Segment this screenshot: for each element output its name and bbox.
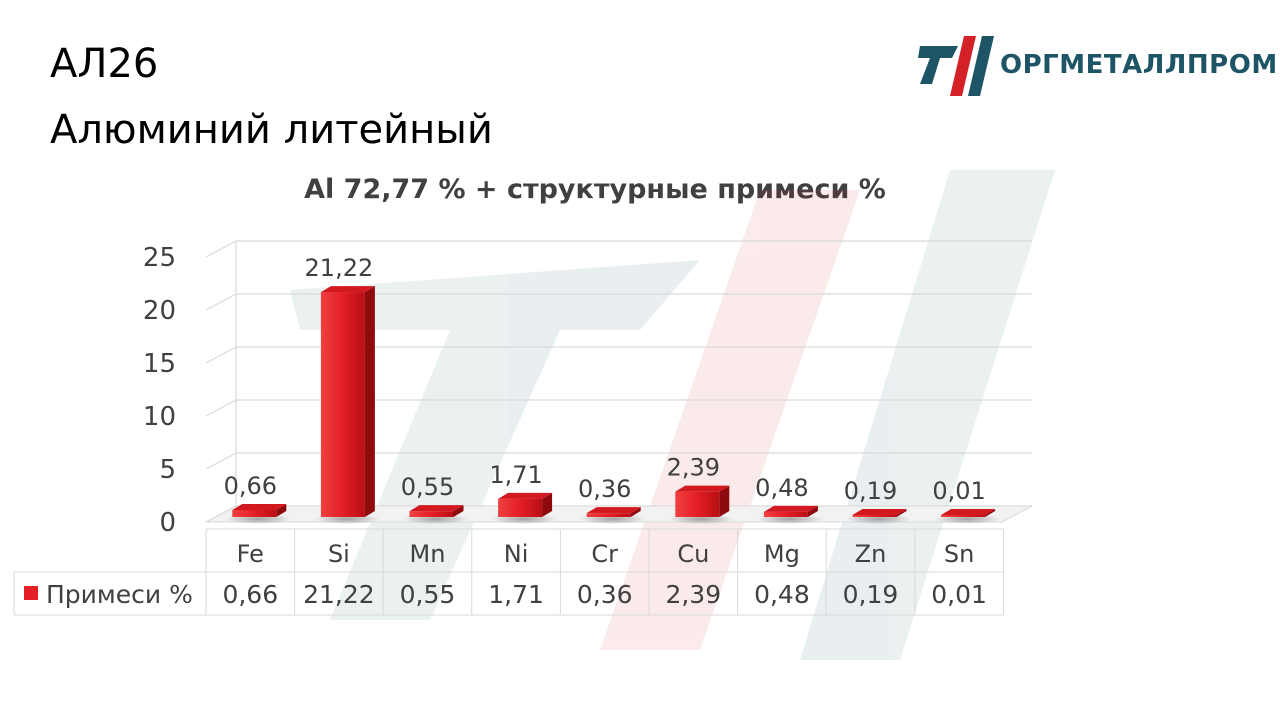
table-value: 0,19 [843, 580, 899, 609]
bar-front [852, 514, 897, 517]
y-tick-label: 10 [143, 402, 176, 432]
y-axis: 0 5 10 15 20 25 [143, 243, 176, 538]
bar-cr: 0,36 [578, 475, 646, 524]
bar-mg: 0,48 [755, 474, 823, 524]
table-value: 0,48 [754, 580, 810, 609]
logo-mark-icon [918, 36, 994, 96]
watermark-logo-icon [290, 170, 1055, 660]
bar-front [941, 515, 986, 517]
x-tick-label: Mg [764, 540, 800, 568]
bar-side [276, 504, 287, 517]
bar-front [409, 511, 454, 517]
data-label: 0,19 [844, 477, 897, 505]
gridline-depth [205, 399, 237, 417]
bar-front [586, 513, 631, 517]
bar-side [364, 286, 375, 517]
table-value: 0,66 [222, 580, 278, 609]
data-label: 0,66 [224, 472, 277, 500]
y-tick-label: 5 [159, 455, 176, 485]
bar-top [852, 508, 907, 515]
bar-top [763, 505, 818, 512]
gridline-depth [205, 240, 237, 258]
data-label: 2,39 [667, 454, 720, 482]
bar-top [320, 286, 375, 293]
y-tick-label: 20 [143, 296, 176, 326]
data-table: Fe 0,66 Si 21,22 Mn 0,55 Ni 1,71 Cr 0,36 Cu 2,39 Mg 0… [13, 528, 1004, 616]
bar-top [232, 504, 287, 511]
bar-top [675, 485, 730, 492]
company-logo: ОРГМЕТАЛЛПРОМ [918, 32, 1277, 102]
data-label: 0,01 [932, 477, 985, 505]
alloy-code: АЛ26 [50, 41, 159, 87]
bar-fe: 0,66 [224, 472, 292, 524]
logo-text: ОРГМЕТАЛЛПРОМ [1000, 50, 1278, 80]
bar-side [630, 507, 641, 517]
bar-top [586, 507, 641, 514]
x-tick-label: Cu [677, 540, 709, 568]
bar-front [320, 292, 365, 517]
x-tick-label: Mn [410, 540, 446, 568]
data-label: 1,71 [489, 461, 542, 489]
data-label: 0,55 [401, 473, 454, 501]
x-tick-label: Zn [855, 540, 887, 568]
bar-cu: 2,39 [667, 454, 735, 524]
bar-side [719, 485, 730, 517]
bar-front [232, 510, 277, 517]
y-tick-label: 0 [159, 508, 176, 538]
bar-zn: 0,19 [844, 477, 912, 524]
bar-top [409, 505, 464, 512]
x-tick-label: Ni [504, 540, 529, 568]
table-value: 21,22 [303, 580, 375, 609]
table-value: 1,71 [488, 580, 544, 609]
legend-series-name: Примеси % [46, 580, 193, 609]
table-value: 0,36 [577, 580, 633, 609]
bar-si: 21,22 [305, 254, 380, 524]
bar-side [542, 492, 553, 517]
bar-front [763, 511, 808, 517]
bar-ni: 1,71 [489, 461, 558, 524]
legend-swatch [24, 586, 38, 600]
data-label: 0,36 [578, 475, 631, 503]
bar-front [498, 498, 543, 517]
alloy-name: Алюминий литейный [50, 107, 493, 153]
bar-series: 0,66 21,22 0,55 1,71 0,36 2,39 0,48 0,19 0,01 [224, 254, 1001, 524]
table-value: 0,55 [400, 580, 456, 609]
bar-top [941, 509, 996, 515]
bar-side [985, 509, 996, 517]
table-value: 0,01 [931, 580, 987, 609]
x-tick-label: Fe [237, 540, 264, 568]
data-label: 0,48 [755, 474, 808, 502]
gridline-depth [205, 452, 237, 470]
x-tick-label: Cr [591, 540, 618, 568]
y-tick-label: 25 [143, 243, 176, 273]
bar-sn: 0,01 [932, 477, 1001, 524]
bar-side [896, 508, 907, 517]
bar-front [675, 491, 720, 517]
chart-title: Al 72,77 % + структурные примеси % [304, 174, 886, 205]
bar-top [498, 492, 553, 499]
x-tick-label: Si [328, 540, 350, 568]
bar-mn: 0,55 [401, 473, 469, 524]
gridline-depth [205, 293, 237, 311]
x-tick-label: Sn [944, 540, 974, 568]
gridline-depth [205, 346, 237, 364]
bar-side [807, 505, 818, 517]
table-value: 2,39 [665, 580, 721, 609]
data-label: 21,22 [305, 254, 374, 282]
y-tick-label: 15 [143, 349, 176, 379]
bar-side [453, 505, 464, 517]
